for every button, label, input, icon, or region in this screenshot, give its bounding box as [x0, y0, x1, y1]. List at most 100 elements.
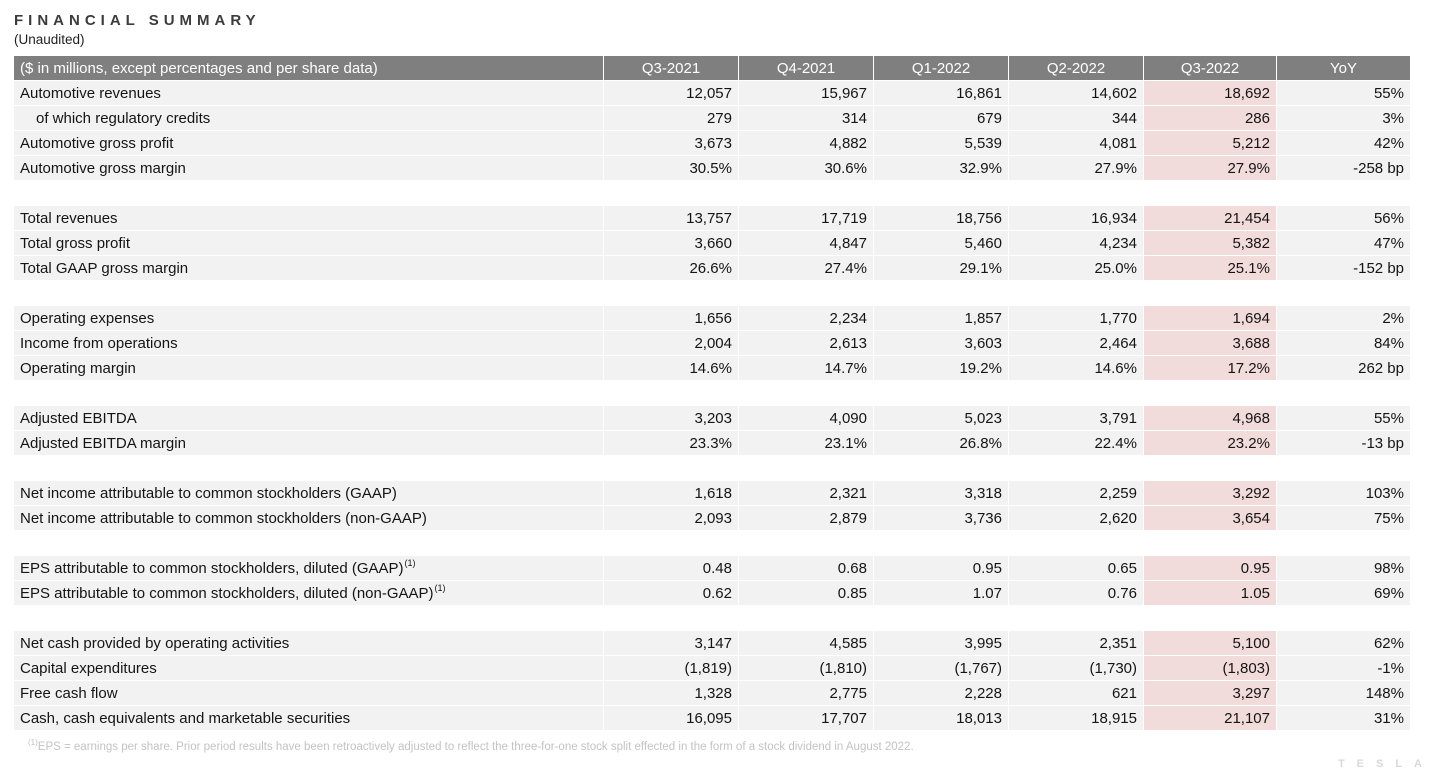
value-cell-q3-2022: (1,803) — [1144, 656, 1277, 680]
page-subtitle: (Unaudited) — [14, 32, 85, 47]
value-cell-q3-2022: 21,107 — [1144, 706, 1277, 730]
value-cell-q1-2022: 5,460 — [874, 231, 1009, 255]
row-label-text: Total revenues — [20, 209, 118, 227]
value-cell-q3-2021: 3,673 — [604, 131, 739, 155]
row-label: Automotive gross profit — [14, 131, 604, 155]
row-label: Net income attributable to common stockh… — [14, 481, 604, 505]
table-row: Total gross profit 3,660 4,847 5,460 4,2… — [14, 231, 1410, 255]
footnote-marker: (1) — [28, 738, 38, 747]
value-cell-q4-2021: 2,879 — [739, 506, 874, 530]
value-cell-q2-2022: 2,620 — [1009, 506, 1144, 530]
value-cell-q4-2021: 4,090 — [739, 406, 874, 430]
footnote-text: EPS = earnings per share. Prior period r… — [37, 740, 914, 753]
value-cell-yoy: 47% — [1277, 231, 1410, 255]
value-cell-yoy: 69% — [1277, 581, 1410, 605]
value-cell-q2-2022: 22.4% — [1009, 431, 1144, 455]
value-cell-q3-2021: 0.62 — [604, 581, 739, 605]
value-cell-q3-2021: 13,757 — [604, 206, 739, 230]
value-cell-q3-2022: 21,454 — [1144, 206, 1277, 230]
table-row: Net cash provided by operating activitie… — [14, 631, 1410, 655]
value-cell-q1-2022: 1.07 — [874, 581, 1009, 605]
row-label-text: of which regulatory credits — [36, 109, 211, 127]
value-cell-q3-2022: 5,212 — [1144, 131, 1277, 155]
value-cell-yoy: 148% — [1277, 681, 1410, 705]
value-cell-q2-2022: 16,934 — [1009, 206, 1144, 230]
value-cell-q3-2021: 3,203 — [604, 406, 739, 430]
table-row: EPS attributable to common stockholders,… — [14, 556, 1410, 580]
value-cell-q3-2022: 18,692 — [1144, 81, 1277, 105]
value-cell-q2-2022: 2,464 — [1009, 331, 1144, 355]
value-cell-yoy: 42% — [1277, 131, 1410, 155]
row-label: Adjusted EBITDA — [14, 406, 604, 430]
table-row: EPS attributable to common stockholders,… — [14, 581, 1410, 605]
row-label: Total GAAP gross margin — [14, 256, 604, 280]
value-cell-q3-2021: 14.6% — [604, 356, 739, 380]
row-label: Total revenues — [14, 206, 604, 230]
row-label-text: Net income attributable to common stockh… — [20, 484, 397, 502]
table-row: Cash, cash equivalents and marketable se… — [14, 706, 1410, 730]
value-cell-q3-2021: 16,095 — [604, 706, 739, 730]
value-cell-q4-2021: 23.1% — [739, 431, 874, 455]
row-label-text: Total gross profit — [20, 234, 131, 252]
row-label: Operating margin — [14, 356, 604, 380]
section-spacer — [14, 281, 1410, 306]
value-cell-q1-2022: 18,756 — [874, 206, 1009, 230]
value-cell-q4-2021: 30.6% — [739, 156, 874, 180]
row-label-text: Income from operations — [20, 334, 178, 352]
table-row: Net income attributable to common stockh… — [14, 481, 1410, 505]
value-cell-q3-2021: 26.6% — [604, 256, 739, 280]
row-label: Income from operations — [14, 331, 604, 355]
footnote: (1)EPS = earnings per share. Prior perio… — [28, 736, 1446, 754]
value-cell-q3-2021: 0.48 — [604, 556, 739, 580]
row-label: Cash, cash equivalents and marketable se… — [14, 706, 604, 730]
value-cell-yoy: 75% — [1277, 506, 1410, 530]
value-cell-yoy: -13 bp — [1277, 431, 1410, 455]
table-row: Total revenues 13,757 17,719 18,756 16,9… — [14, 206, 1410, 230]
tesla-wordmark-logo: TESLA — [1337, 758, 1434, 770]
table-body: Automotive revenues 12,057 15,967 16,861… — [14, 81, 1410, 730]
row-label-text: Net income attributable to common stockh… — [20, 509, 427, 527]
financial-table: ($ in millions, except percentages and p… — [14, 56, 1410, 730]
row-label: Net cash provided by operating activitie… — [14, 631, 604, 655]
row-label-text: Adjusted EBITDA margin — [20, 434, 186, 452]
table-row: Operating margin 14.6% 14.7% 19.2% 14.6%… — [14, 356, 1410, 380]
value-cell-q3-2021: 2,093 — [604, 506, 739, 530]
value-cell-yoy: -1% — [1277, 656, 1410, 680]
row-label: Capital expenditures — [14, 656, 604, 680]
value-cell-q3-2022: 3,688 — [1144, 331, 1277, 355]
value-cell-q3-2022: 17.2% — [1144, 356, 1277, 380]
value-cell-q3-2022: 1,694 — [1144, 306, 1277, 330]
row-label-text: Automotive gross margin — [20, 159, 186, 177]
table-row: Income from operations 2,004 2,613 3,603… — [14, 331, 1410, 355]
value-cell-q3-2021: 1,328 — [604, 681, 739, 705]
value-cell-q2-2022: (1,730) — [1009, 656, 1144, 680]
value-cell-q3-2021: 3,660 — [604, 231, 739, 255]
table-row: Automotive gross profit 3,673 4,882 5,53… — [14, 131, 1410, 155]
value-cell-q3-2021: 12,057 — [604, 81, 739, 105]
value-cell-q3-2022: 27.9% — [1144, 156, 1277, 180]
value-cell-q2-2022: 2,259 — [1009, 481, 1144, 505]
value-cell-q2-2022: 18,915 — [1009, 706, 1144, 730]
value-cell-yoy: 55% — [1277, 406, 1410, 430]
value-cell-yoy: -258 bp — [1277, 156, 1410, 180]
table-row: Total GAAP gross margin 26.6% 27.4% 29.1… — [14, 256, 1410, 280]
value-cell-q1-2022: 32.9% — [874, 156, 1009, 180]
value-cell-q4-2021: 2,613 — [739, 331, 874, 355]
header-col-q2-2022: Q2-2022 — [1009, 56, 1144, 80]
value-cell-q1-2022: 29.1% — [874, 256, 1009, 280]
value-cell-q2-2022: 4,081 — [1009, 131, 1144, 155]
value-cell-q1-2022: 3,736 — [874, 506, 1009, 530]
page-title: FINANCIAL SUMMARY — [14, 12, 261, 29]
row-label: of which regulatory credits — [14, 106, 604, 130]
value-cell-q3-2022: 5,382 — [1144, 231, 1277, 255]
value-cell-q3-2022: 3,654 — [1144, 506, 1277, 530]
row-label: EPS attributable to common stockholders,… — [14, 581, 604, 605]
value-cell-q3-2021: 1,656 — [604, 306, 739, 330]
value-cell-q3-2021: 3,147 — [604, 631, 739, 655]
value-cell-q4-2021: (1,810) — [739, 656, 874, 680]
section-spacer — [14, 181, 1410, 206]
row-label-text: Operating expenses — [20, 309, 155, 327]
value-cell-q2-2022: 1,770 — [1009, 306, 1144, 330]
value-cell-q4-2021: 17,707 — [739, 706, 874, 730]
section-spacer — [14, 606, 1410, 631]
